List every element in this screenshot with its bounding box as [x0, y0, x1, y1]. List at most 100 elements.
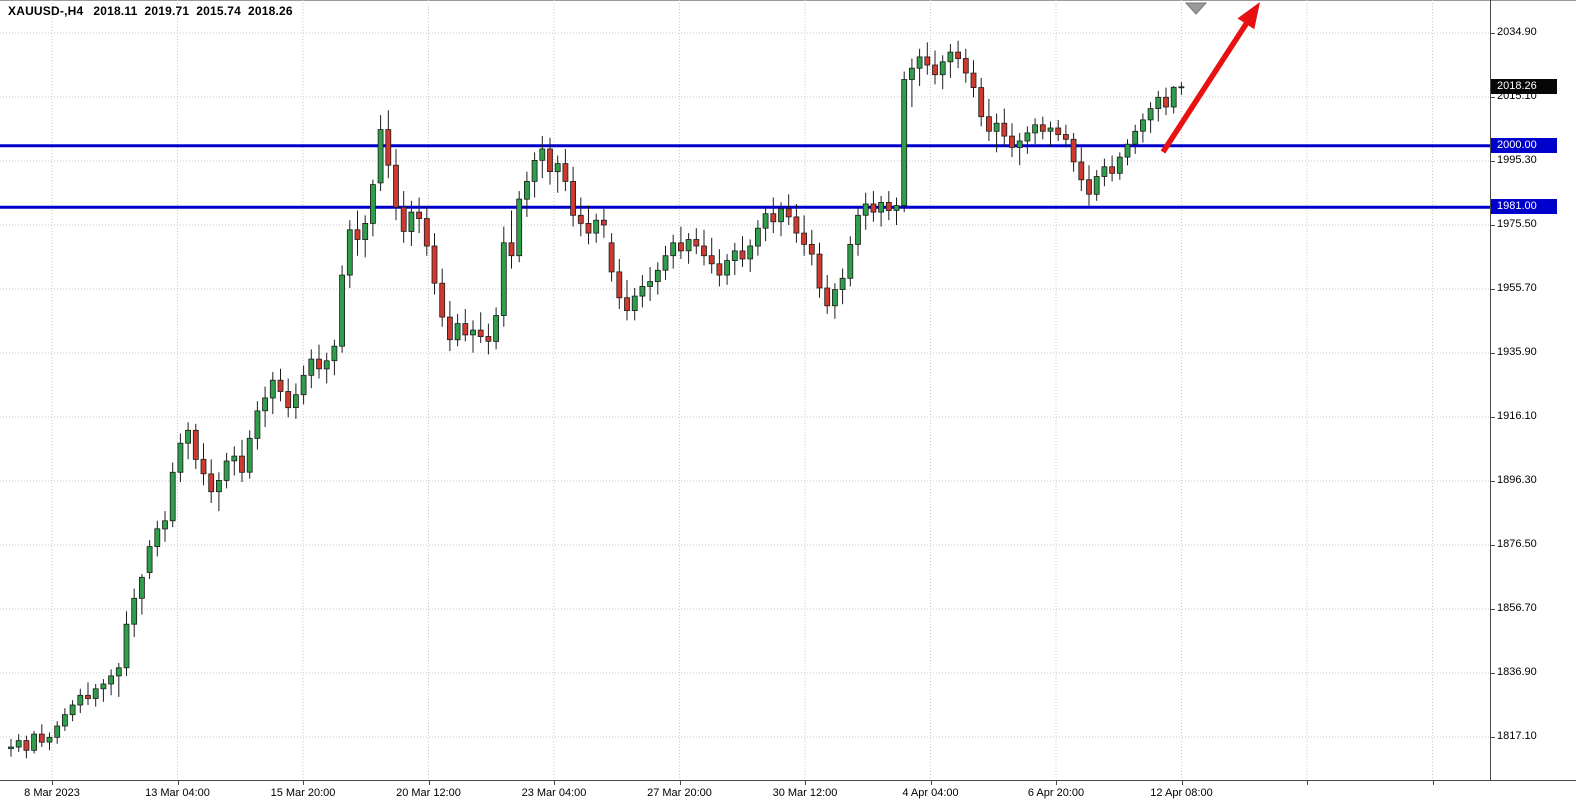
candle-body	[38, 733, 45, 743]
candle-body	[562, 163, 569, 182]
candle-body	[1093, 176, 1100, 195]
candle-body	[462, 323, 469, 336]
candle-body	[993, 122, 1000, 132]
candle-body	[1170, 86, 1177, 108]
candle-body	[539, 148, 546, 161]
candle-body	[770, 213, 777, 223]
price-tick-mark	[1491, 33, 1495, 34]
price-tick-label: 1876.50	[1497, 538, 1537, 550]
candle-body	[400, 206, 407, 232]
candle-body	[200, 458, 207, 475]
time-tick-mark	[1432, 781, 1434, 785]
grid-lines	[0, 0, 1490, 780]
candle-body	[316, 358, 322, 370]
candle-body	[62, 714, 68, 727]
symbol-timeframe-label: XAUUSD-,H4	[8, 4, 84, 18]
time-tick-mark	[805, 781, 806, 785]
candle-body	[354, 229, 361, 240]
candle-body	[1039, 124, 1046, 132]
candle-body	[832, 289, 838, 307]
time-tick-mark	[1056, 781, 1057, 785]
candle-body	[323, 360, 330, 370]
price-tick-mark	[1491, 97, 1495, 98]
price-tick-label: 1817.10	[1497, 730, 1537, 742]
candle-body	[162, 520, 168, 530]
time-tick-mark	[554, 781, 555, 785]
candle-body	[909, 67, 915, 80]
open-value: 2018.11	[93, 4, 138, 18]
candle-body	[470, 329, 476, 336]
candle-body	[793, 216, 800, 234]
chart-plot-area[interactable]	[0, 0, 1490, 780]
candle-body	[1001, 122, 1008, 137]
price-tick-mark	[1491, 289, 1495, 290]
price-tick-mark	[1491, 417, 1495, 418]
candle-body	[385, 129, 392, 166]
time-tick-label: 15 Mar 20:00	[270, 787, 336, 799]
time-tick-mark	[1181, 781, 1183, 785]
candle-body	[547, 148, 553, 173]
candle-body	[755, 227, 761, 247]
candle-body	[123, 623, 130, 669]
level-price-badge: 1981.00	[1491, 199, 1557, 214]
candle-body	[585, 222, 592, 234]
price-tick-label: 1916.10	[1497, 410, 1537, 422]
time-tick-label: 8 Mar 2023	[24, 787, 80, 799]
candle-body	[500, 242, 507, 316]
candle-body	[277, 379, 284, 392]
time-tick-label: 6 Apr 20:00	[1027, 787, 1085, 799]
candle-body	[1078, 161, 1085, 181]
candle-body	[639, 285, 646, 297]
candle-body	[246, 437, 253, 473]
candle-body	[955, 51, 961, 59]
candle-body	[816, 253, 823, 289]
candle-body	[1155, 96, 1162, 110]
candle-body	[801, 232, 807, 245]
price-tick-mark	[1491, 673, 1495, 674]
candle-body	[870, 203, 877, 213]
candle-body	[762, 213, 769, 229]
candle-body	[739, 250, 746, 260]
candle-body	[577, 214, 584, 224]
candle-body	[901, 79, 908, 206]
candle-body	[670, 242, 677, 257]
candle-body	[701, 245, 707, 257]
price-tick-label: 1935.90	[1497, 346, 1537, 358]
candle-body	[223, 460, 230, 481]
candle-body	[685, 239, 692, 252]
candle-body	[608, 242, 615, 273]
candle-body	[1055, 127, 1062, 135]
candle-body	[1132, 130, 1139, 145]
price-axis-separator	[1490, 0, 1491, 780]
candle-body	[824, 287, 831, 307]
candles-layer	[8, 40, 1185, 759]
candle-body	[431, 245, 438, 284]
candle-body	[308, 358, 315, 376]
candle-body	[408, 211, 415, 232]
candle-body	[377, 129, 384, 184]
candle-body	[978, 87, 985, 118]
candle-body	[346, 229, 353, 276]
candle-body	[493, 315, 500, 342]
trend-arrow[interactable]	[1160, 2, 1260, 154]
candle-body	[239, 455, 245, 473]
candle-body	[1178, 86, 1185, 89]
price-tick-label: 1975.50	[1497, 218, 1537, 230]
candle-body	[138, 576, 145, 599]
time-tick-mark	[930, 781, 932, 785]
candle-body	[654, 269, 661, 282]
chart-shift-marker-icon[interactable]	[1184, 2, 1208, 15]
time-tick-label: 30 Mar 12:00	[772, 787, 838, 799]
candle-body	[708, 255, 715, 265]
candle-body	[1124, 143, 1131, 158]
candle-body	[231, 455, 238, 462]
candle-body	[331, 345, 338, 362]
candle-body	[262, 397, 269, 412]
time-tick-label: 20 Mar 12:00	[396, 787, 461, 799]
candle-body	[785, 208, 792, 218]
candle-body	[215, 479, 222, 493]
candle-body	[855, 214, 861, 245]
high-value: 2019.71	[144, 4, 190, 18]
candle-body	[177, 442, 184, 473]
candle-body	[524, 180, 530, 200]
